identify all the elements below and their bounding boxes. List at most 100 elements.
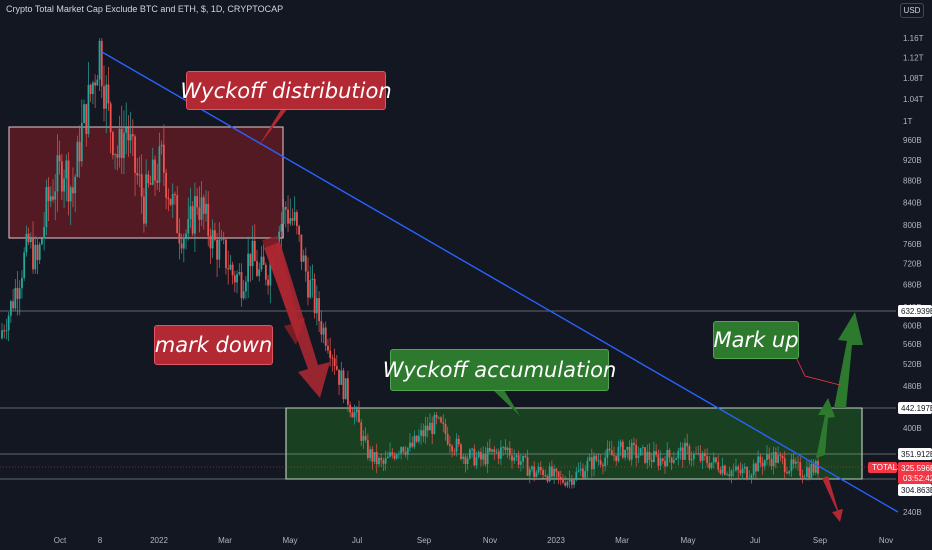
candle-body [466, 458, 469, 465]
candle-body [551, 466, 553, 477]
candle-body [761, 462, 764, 467]
candle-body [200, 197, 203, 220]
candle-body [624, 449, 626, 458]
y-tick-label: 1.04T [903, 95, 924, 104]
candle-body [504, 447, 507, 451]
candle-body [582, 468, 584, 478]
candle-body [209, 235, 212, 249]
arrow-layer [258, 108, 863, 522]
candle-body [668, 449, 671, 458]
candle-body [169, 199, 172, 205]
candle-body [80, 123, 83, 162]
candle-body [205, 203, 207, 214]
candle-body [111, 132, 114, 156]
candle-body [264, 264, 267, 280]
candle-body [675, 458, 677, 460]
candle-body [475, 457, 478, 466]
candle-body [613, 455, 615, 457]
accumulation-pointer [493, 390, 520, 416]
markdown-label[interactable]: mark down [154, 325, 273, 365]
candle-body [562, 478, 564, 483]
candle-body [296, 212, 298, 227]
x-tick-label: Sep [813, 536, 828, 545]
y-tick-label: 1.12T [903, 54, 924, 63]
candle-body [484, 454, 487, 465]
candle-body [78, 141, 81, 162]
candle-body [400, 447, 403, 454]
candle-body [477, 451, 480, 458]
candle-body [149, 183, 152, 185]
candle-body [109, 103, 112, 133]
candle-body [717, 462, 720, 470]
candle-body [211, 230, 214, 249]
candle-body [677, 450, 680, 459]
tag-442: 442.197B [898, 402, 932, 414]
candle-body [706, 456, 709, 464]
distribution-pointer [258, 108, 288, 147]
currency-button[interactable]: USD [900, 3, 924, 18]
candle-body [730, 470, 733, 476]
candle-body [176, 195, 179, 234]
candle-body [743, 466, 746, 469]
candle-body [21, 277, 23, 289]
candle-body [198, 207, 201, 220]
candle-body [402, 447, 405, 452]
candle-body [369, 449, 371, 459]
candle-body [502, 447, 505, 448]
time-axis[interactable]: Oct 8 2022 Mar May Jul Sep Nov 2023 Mar May Jul Sep N… [54, 536, 893, 545]
candle-body [515, 455, 518, 458]
candle-body [593, 455, 595, 470]
trendline[interactable] [101, 51, 899, 513]
candle-body [382, 460, 385, 464]
candle-body [522, 455, 524, 462]
candle-body [657, 455, 660, 466]
candle-body [386, 456, 389, 459]
candle-body [615, 455, 618, 461]
candle-body [242, 291, 245, 299]
candle-body [792, 459, 795, 464]
candle-body [435, 414, 438, 418]
markup-label[interactable]: Mark up [713, 321, 799, 359]
x-tick-label: Mar [218, 536, 232, 545]
candle-body [3, 330, 6, 332]
candle-body [690, 459, 693, 461]
candle-body [770, 458, 773, 467]
x-tick-label: Sep [417, 536, 432, 545]
candle-body [633, 442, 635, 445]
distribution-label[interactable]: Wyckoff distribution [180, 71, 392, 110]
candle-body [25, 233, 28, 253]
candle-body [32, 238, 34, 270]
candle-body [282, 206, 285, 224]
candle-body [449, 444, 451, 447]
candle-body [788, 471, 791, 474]
price-axis[interactable]: 1.16T 1.12T 1.08T 1.04T 1T 960B 920B 880B 840B 80… [903, 34, 924, 517]
candle-body [728, 474, 731, 476]
accumulation-label[interactable]: Wyckoff accumulation [383, 349, 616, 391]
candle-body [347, 378, 349, 405]
candle-body [165, 172, 167, 198]
candle-body [746, 466, 748, 480]
candle-body [732, 469, 735, 471]
candle-body [160, 144, 163, 147]
candle-body [116, 154, 119, 158]
candle-body [810, 464, 813, 478]
candle-body [426, 425, 429, 431]
candle-body [468, 449, 471, 459]
candle-body [358, 409, 360, 423]
candle-body [570, 478, 573, 485]
tag-442-text: 442.197B [901, 404, 932, 413]
candle-body [437, 417, 440, 419]
candle-body [610, 450, 613, 456]
candle-body [617, 446, 620, 461]
candle-body [442, 422, 445, 424]
candle-body [457, 438, 460, 445]
candle-body [422, 430, 425, 437]
candle-body [27, 233, 30, 243]
tag-305: 304.863B [898, 484, 932, 496]
candle-body [284, 206, 287, 210]
candle-body [167, 197, 170, 200]
y-tick-label: 1.16T [903, 34, 924, 43]
candle-body [752, 463, 755, 476]
candle-body [719, 469, 722, 474]
